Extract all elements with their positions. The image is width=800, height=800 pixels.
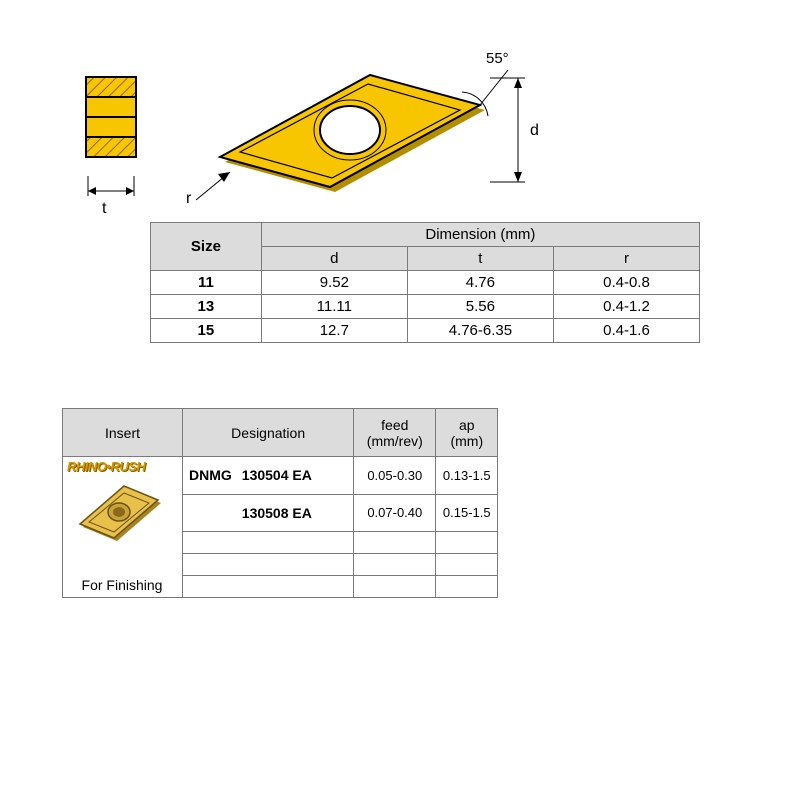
insert-header-feed: feed (mm/rev) <box>354 409 436 457</box>
dim-d: 11.11 <box>261 295 407 319</box>
dim-header-t: t <box>407 247 553 271</box>
insert-caption: For Finishing <box>63 577 181 593</box>
dim-row: 15 12.7 4.76-6.35 0.4-1.6 <box>151 319 700 343</box>
dim-r: 0.4-1.2 <box>553 295 699 319</box>
empty-cell <box>183 532 354 554</box>
insert-header-ap: ap (mm) <box>436 409 498 457</box>
dimension-table: Size Dimension (mm) d t r 11 9.52 4.76 0… <box>150 222 700 343</box>
empty-cell <box>436 554 498 576</box>
dim-d: 9.52 <box>261 271 407 295</box>
r-label: r <box>186 190 191 208</box>
dim-r: 0.4-0.8 <box>553 271 699 295</box>
ap-value: 0.13-1.5 <box>436 457 498 495</box>
dim-t: 5.56 <box>407 295 553 319</box>
dim-header-r: r <box>553 247 699 271</box>
dim-t: 4.76-6.35 <box>407 319 553 343</box>
top-view-diagram: 55° d r <box>190 42 550 222</box>
empty-cell <box>354 576 436 598</box>
brand-label: RHINO•RUSH <box>67 459 145 474</box>
side-view-diagram <box>76 72 156 162</box>
ap-value: 0.15-1.5 <box>436 494 498 532</box>
empty-cell <box>436 532 498 554</box>
dim-d: 12.7 <box>261 319 407 343</box>
dim-row: 11 9.52 4.76 0.4-0.8 <box>151 271 700 295</box>
dim-size: 13 <box>151 295 262 319</box>
insert-mini-diagram <box>75 479 169 549</box>
insert-image-cell: RHINO•RUSH For Finishing <box>63 457 183 598</box>
designation-prefix <box>183 494 236 532</box>
d-label: d <box>530 122 539 140</box>
insert-header-designation: Designation <box>183 409 354 457</box>
feed-value: 0.07-0.40 <box>354 494 436 532</box>
empty-cell <box>354 532 436 554</box>
page-canvas: t 55° d r <box>0 0 800 800</box>
feed-value: 0.05-0.30 <box>354 457 436 495</box>
designation-code: 130508 EA <box>236 494 354 532</box>
dim-r: 0.4-1.6 <box>553 319 699 343</box>
angle-label: 55° <box>486 50 509 67</box>
designation-code: 130504 EA <box>236 457 354 495</box>
insert-table: Insert Designation feed (mm/rev) ap (mm)… <box>62 408 498 598</box>
insert-header-insert: Insert <box>63 409 183 457</box>
empty-cell <box>436 576 498 598</box>
dim-size: 15 <box>151 319 262 343</box>
empty-cell <box>183 576 354 598</box>
designation-prefix: DNMG <box>183 457 236 495</box>
empty-cell <box>354 554 436 576</box>
t-dimension <box>76 176 156 226</box>
dim-t: 4.76 <box>407 271 553 295</box>
dim-header-d: d <box>261 247 407 271</box>
dim-row: 13 11.11 5.56 0.4-1.2 <box>151 295 700 319</box>
t-label: t <box>102 200 106 218</box>
empty-cell <box>183 554 354 576</box>
dim-header-dim: Dimension (mm) <box>261 223 699 247</box>
dim-header-size: Size <box>151 223 262 271</box>
dim-size: 11 <box>151 271 262 295</box>
